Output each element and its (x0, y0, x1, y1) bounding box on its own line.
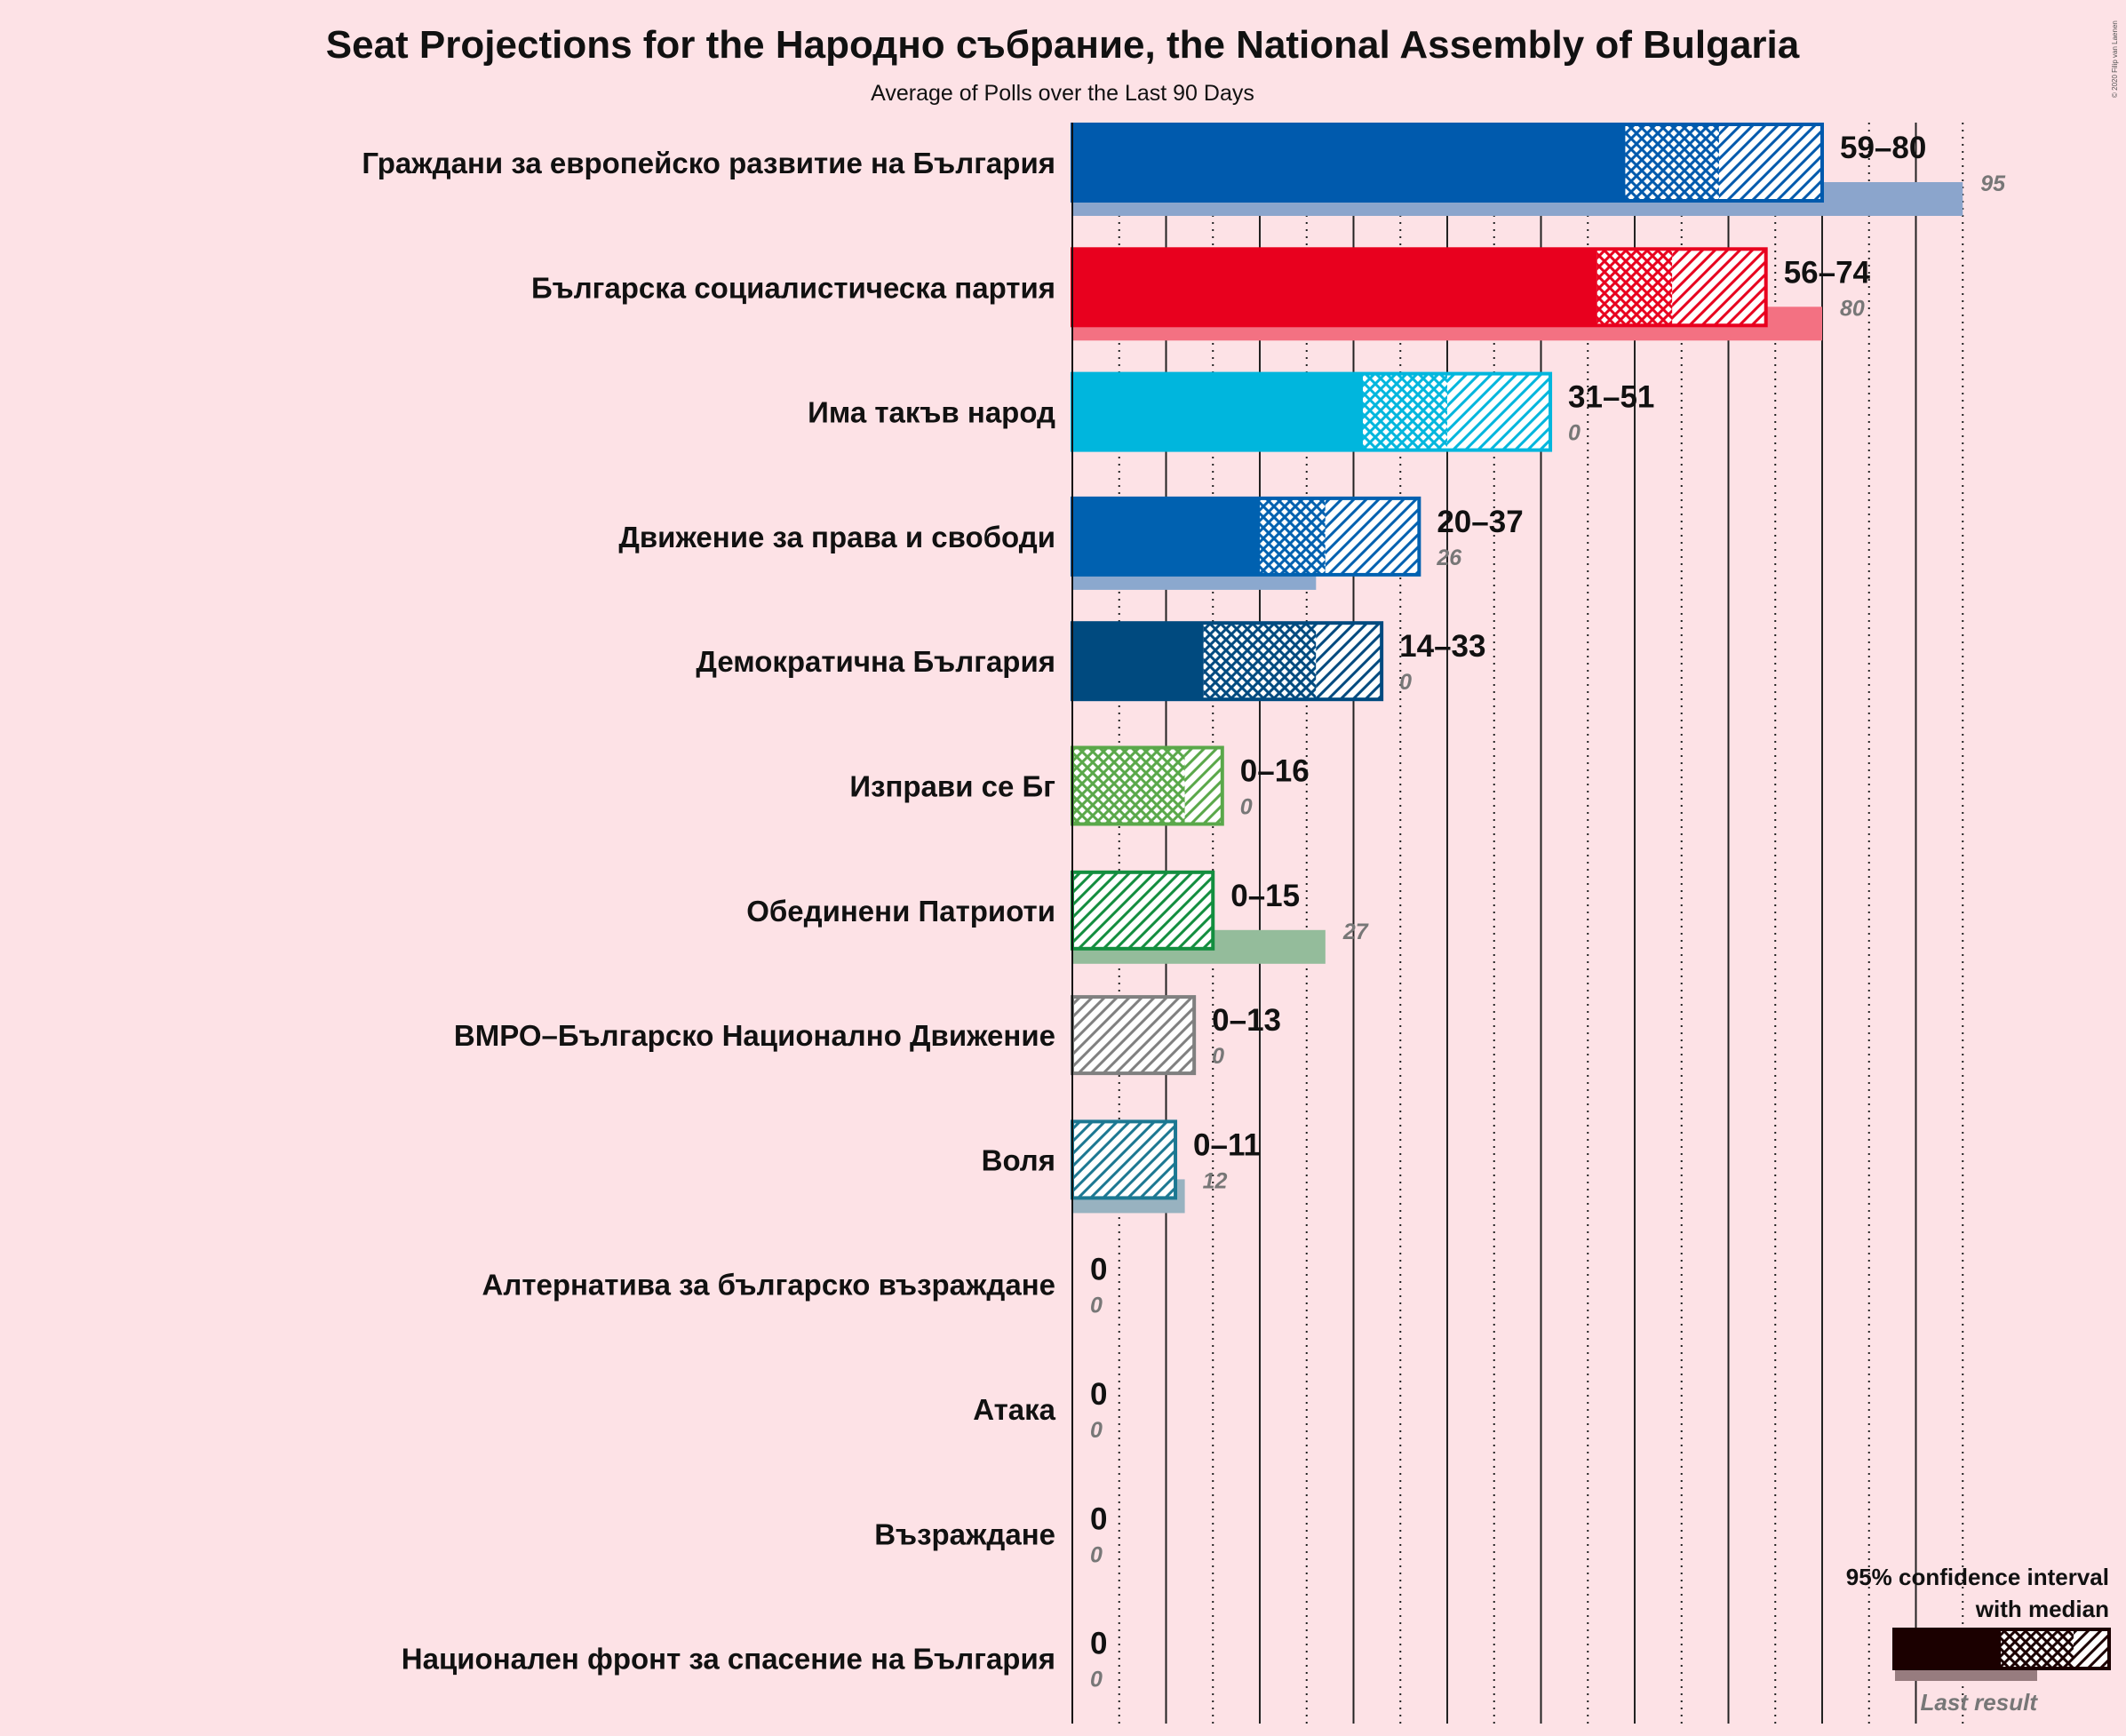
last-result-label: 0 (1212, 1044, 1224, 1069)
last-result-label: 80 (1840, 296, 1865, 321)
ci-upper-hatch (1447, 373, 1551, 450)
last-result-label: 0 (1090, 1294, 1103, 1318)
legend-ci-line2: with median (1975, 1596, 2109, 1622)
party-name: ВМРО–Българско Национално Движение (454, 1019, 1055, 1052)
legend-last-result-label: Last result (1921, 1689, 2039, 1716)
party-row: Има такъв народ 31–51 0 (808, 371, 1654, 452)
ci-upper-hatch (1072, 1121, 1176, 1198)
gridlines (1118, 123, 1964, 1724)
ci-upper-hatch (1672, 249, 1766, 326)
party-name: Атака (973, 1393, 1055, 1426)
bars: Граждани за европейско развитие на Бълга… (362, 123, 2006, 1692)
range-label: 0 (1090, 1501, 1107, 1536)
party-name: Има такъв народ (808, 396, 1055, 429)
chart-subtitle: Average of Polls over the Last 90 Days (871, 81, 1254, 106)
ci-upper-hatch (1325, 498, 1420, 575)
party-name: Алтернатива за българско възраждане (482, 1269, 1055, 1302)
party-row: Воля 0–11 12 (982, 1119, 1261, 1214)
ci-lower-crosshatch (1260, 498, 1326, 575)
party-row: Обединени Патриоти 0–15 27 (746, 870, 1369, 964)
party-name: Движение за права и свободи (618, 521, 1055, 553)
party-name: Воля (982, 1143, 1055, 1176)
last-result-label: 0 (1240, 795, 1253, 820)
ci-lower-crosshatch (1363, 373, 1447, 450)
ci-upper-hatch (1316, 623, 1382, 700)
range-label: 20–37 (1437, 505, 1523, 539)
party-name: Българска социалистическа партия (531, 271, 1055, 304)
ci-upper-hatch (1184, 747, 1222, 824)
ci-lower-crosshatch (1203, 623, 1317, 700)
ci-solid-bar (1072, 373, 1364, 450)
ci-lower-crosshatch (1596, 249, 1673, 326)
ci-upper-hatch (1072, 997, 1195, 1074)
ci-upper-hatch (1072, 872, 1214, 949)
legend-ci-line1: 95% confidence interval (1846, 1564, 2109, 1590)
party-name: Възраждане (874, 1517, 1055, 1550)
range-label: 0–15 (1230, 879, 1300, 913)
copyright: © 2020 Filip van Laenen (2111, 20, 2119, 98)
party-name: Обединени Патриоти (746, 895, 1055, 928)
ci-lower-crosshatch (1072, 747, 1185, 824)
range-label: 0 (1090, 1627, 1107, 1661)
ci-upper-hatch (1718, 124, 1822, 201)
party-row: Национален фронт за спасение на България… (402, 1627, 1108, 1692)
range-label: 0–11 (1193, 1127, 1261, 1162)
ci-solid-bar (1072, 498, 1260, 575)
range-label: 0 (1090, 1377, 1107, 1412)
party-row: Граждани за европейско развитие на Бълга… (362, 123, 2006, 216)
party-row: ВМРО–Българско Национално Движение 0–13 0 (454, 995, 1281, 1076)
legend-outline (1892, 1628, 2111, 1670)
last-result-label: 26 (1436, 545, 1462, 570)
last-result-label: 0 (1090, 1542, 1103, 1567)
range-label: 0 (1090, 1253, 1107, 1287)
last-result-label: 0 (1568, 421, 1581, 446)
last-result-label: 0 (1090, 1668, 1103, 1692)
legend-hatch (2074, 1629, 2109, 1668)
last-result-label: 12 (1203, 1168, 1228, 1193)
legend-solid (1894, 1629, 2001, 1668)
range-label: 0–16 (1240, 754, 1310, 789)
range-label: 31–51 (1568, 380, 1654, 415)
range-label: 0–13 (1212, 1003, 1281, 1038)
legend-crosshatch (2001, 1629, 2074, 1668)
party-name: Национален фронт за спасение на България (402, 1643, 1055, 1676)
party-row: Движение за права и свободи 20–37 26 (618, 496, 1524, 590)
party-row: Алтернатива за българско възраждане 0 0 (482, 1253, 1108, 1318)
party-name: Изправи се Бг (849, 770, 1055, 803)
ci-lower-crosshatch (1625, 124, 1719, 201)
last-result-label: 0 (1090, 1418, 1103, 1443)
range-label: 59–80 (1840, 131, 1926, 165)
party-name: Демократична България (696, 645, 1055, 678)
ci-solid-bar (1072, 249, 1597, 326)
party-row: Демократична България 14–33 0 (696, 621, 1485, 702)
last-result-label: 95 (1980, 171, 2006, 196)
chart-title: Seat Projections for the Народно събрани… (326, 23, 1800, 67)
last-result-label: 0 (1399, 670, 1412, 695)
last-result-label: 27 (1342, 920, 1369, 944)
party-name: Граждани за европейско развитие на Бълга… (362, 147, 1055, 179)
ci-solid-bar (1072, 623, 1204, 700)
party-row: Възраждане 0 0 (874, 1501, 1107, 1567)
party-row: Изправи се Бг 0–16 0 (849, 745, 1310, 826)
ci-solid-bar (1072, 124, 1626, 201)
party-row: Атака 0 0 (973, 1377, 1107, 1443)
legend: 95% confidence interval with median Last… (1846, 1564, 2111, 1716)
range-label: 14–33 (1399, 629, 1485, 664)
range-label: 56–74 (1784, 255, 1871, 290)
party-row: Българска социалистическа партия 56–74 80 (531, 247, 1871, 341)
